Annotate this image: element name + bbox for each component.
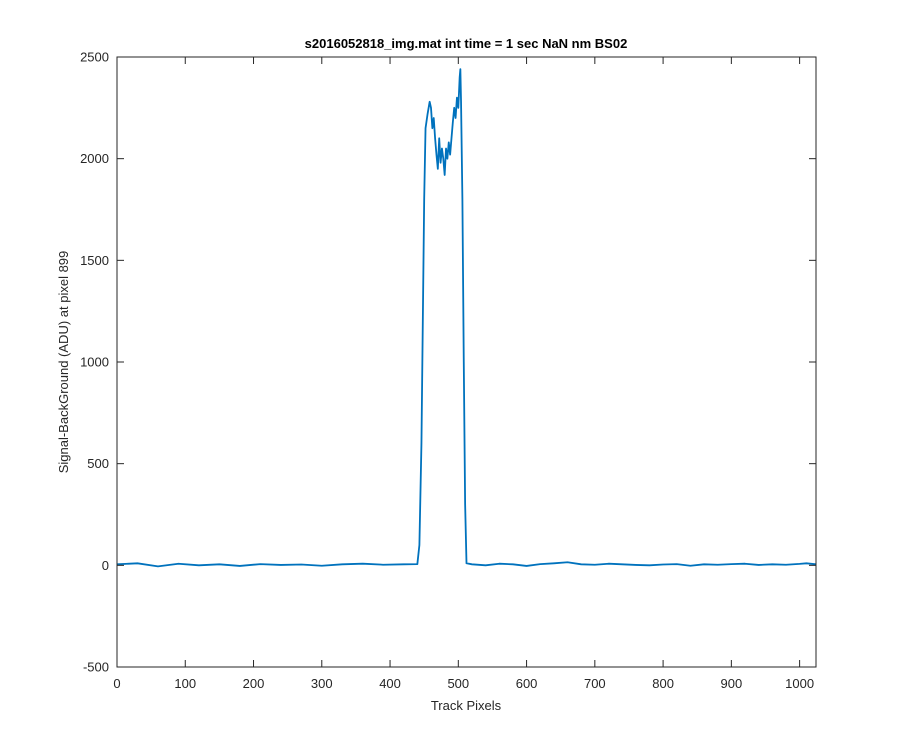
x-tick-label: 800 (652, 676, 674, 691)
series-line (116, 68, 817, 568)
x-tick-label: 400 (379, 676, 401, 691)
x-tick-label: 200 (243, 676, 265, 691)
x-tick-label: 600 (516, 676, 538, 691)
x-tick-label: 100 (174, 676, 196, 691)
y-tick-label: 2000 (80, 151, 109, 166)
data-layer (116, 68, 817, 568)
y-tick-label: 0 (102, 558, 109, 573)
y-tick-label: 2500 (80, 50, 109, 65)
x-tick-label: 300 (311, 676, 333, 691)
ticks-layer: 0 100 200 300 400 500 600 700 800 900 1000 -500 0 500… (80, 50, 816, 691)
y-tick-label: -500 (83, 660, 109, 675)
y-tick-label: 1500 (80, 253, 109, 268)
x-tick-label: 1000 (785, 676, 814, 691)
chart-title: s2016052818_img.mat int time = 1 sec NaN… (305, 36, 628, 51)
y-axis-label: Signal-BackGround (ADU) at pixel 899 (56, 251, 71, 474)
x-tick-label: 700 (584, 676, 606, 691)
y-tick-label: 500 (87, 456, 109, 471)
x-tick-label: 900 (721, 676, 743, 691)
plot-area (117, 57, 816, 667)
x-axis-label: Track Pixels (431, 698, 502, 713)
x-tick-label: 500 (447, 676, 469, 691)
x-tick-label: 0 (113, 676, 120, 691)
y-tick-label: 1000 (80, 355, 109, 370)
